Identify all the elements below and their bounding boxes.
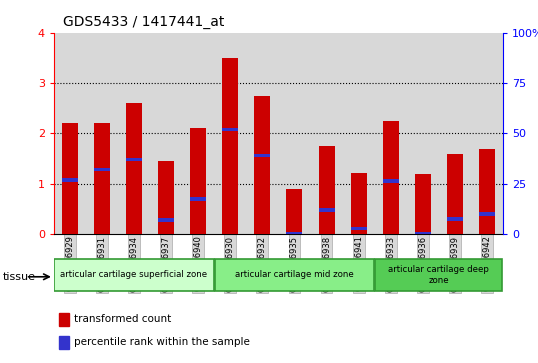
Bar (318, 146, 335, 234)
Bar (246, 33, 278, 234)
Bar (407, 33, 439, 234)
Bar (254, 95, 271, 234)
Bar (190, 197, 206, 201)
Bar (318, 208, 335, 212)
Bar (54, 33, 86, 234)
Bar (479, 212, 495, 216)
Bar (383, 179, 399, 183)
Bar (190, 129, 206, 234)
Bar (158, 218, 174, 222)
Bar (94, 168, 110, 171)
FancyBboxPatch shape (376, 259, 502, 291)
Bar (383, 121, 399, 234)
Bar (415, 174, 431, 234)
Bar (286, 232, 302, 236)
Bar (94, 123, 110, 234)
Bar (214, 33, 246, 234)
Bar (62, 178, 78, 182)
FancyBboxPatch shape (54, 259, 214, 291)
Bar (254, 154, 271, 157)
Bar (286, 189, 302, 234)
Bar (118, 33, 150, 234)
Text: articular cartilage mid zone: articular cartilage mid zone (235, 270, 354, 280)
Bar (374, 33, 407, 234)
Bar (310, 33, 343, 234)
Bar (439, 33, 471, 234)
Bar (59, 335, 69, 348)
Bar (222, 128, 238, 131)
Text: tissue: tissue (3, 272, 36, 282)
Bar (471, 33, 503, 234)
Bar (86, 33, 118, 234)
Bar (479, 148, 495, 234)
Bar (447, 217, 463, 221)
Text: articular cartilage superficial zone: articular cartilage superficial zone (60, 270, 208, 280)
Bar (351, 173, 367, 234)
Text: transformed count: transformed count (74, 314, 171, 325)
Bar (158, 161, 174, 234)
Bar (447, 154, 463, 234)
Bar (343, 33, 374, 234)
Text: percentile rank within the sample: percentile rank within the sample (74, 337, 250, 347)
FancyBboxPatch shape (215, 259, 374, 291)
Bar (59, 313, 69, 326)
Bar (62, 123, 78, 234)
Bar (279, 33, 310, 234)
Bar (182, 33, 214, 234)
Text: articular cartilage deep
zone: articular cartilage deep zone (388, 265, 489, 285)
Bar (126, 103, 142, 234)
Bar (351, 227, 367, 230)
Bar (222, 58, 238, 234)
Text: GDS5433 / 1417441_at: GDS5433 / 1417441_at (63, 15, 224, 29)
Bar (415, 232, 431, 236)
Bar (126, 158, 142, 162)
Bar (150, 33, 182, 234)
